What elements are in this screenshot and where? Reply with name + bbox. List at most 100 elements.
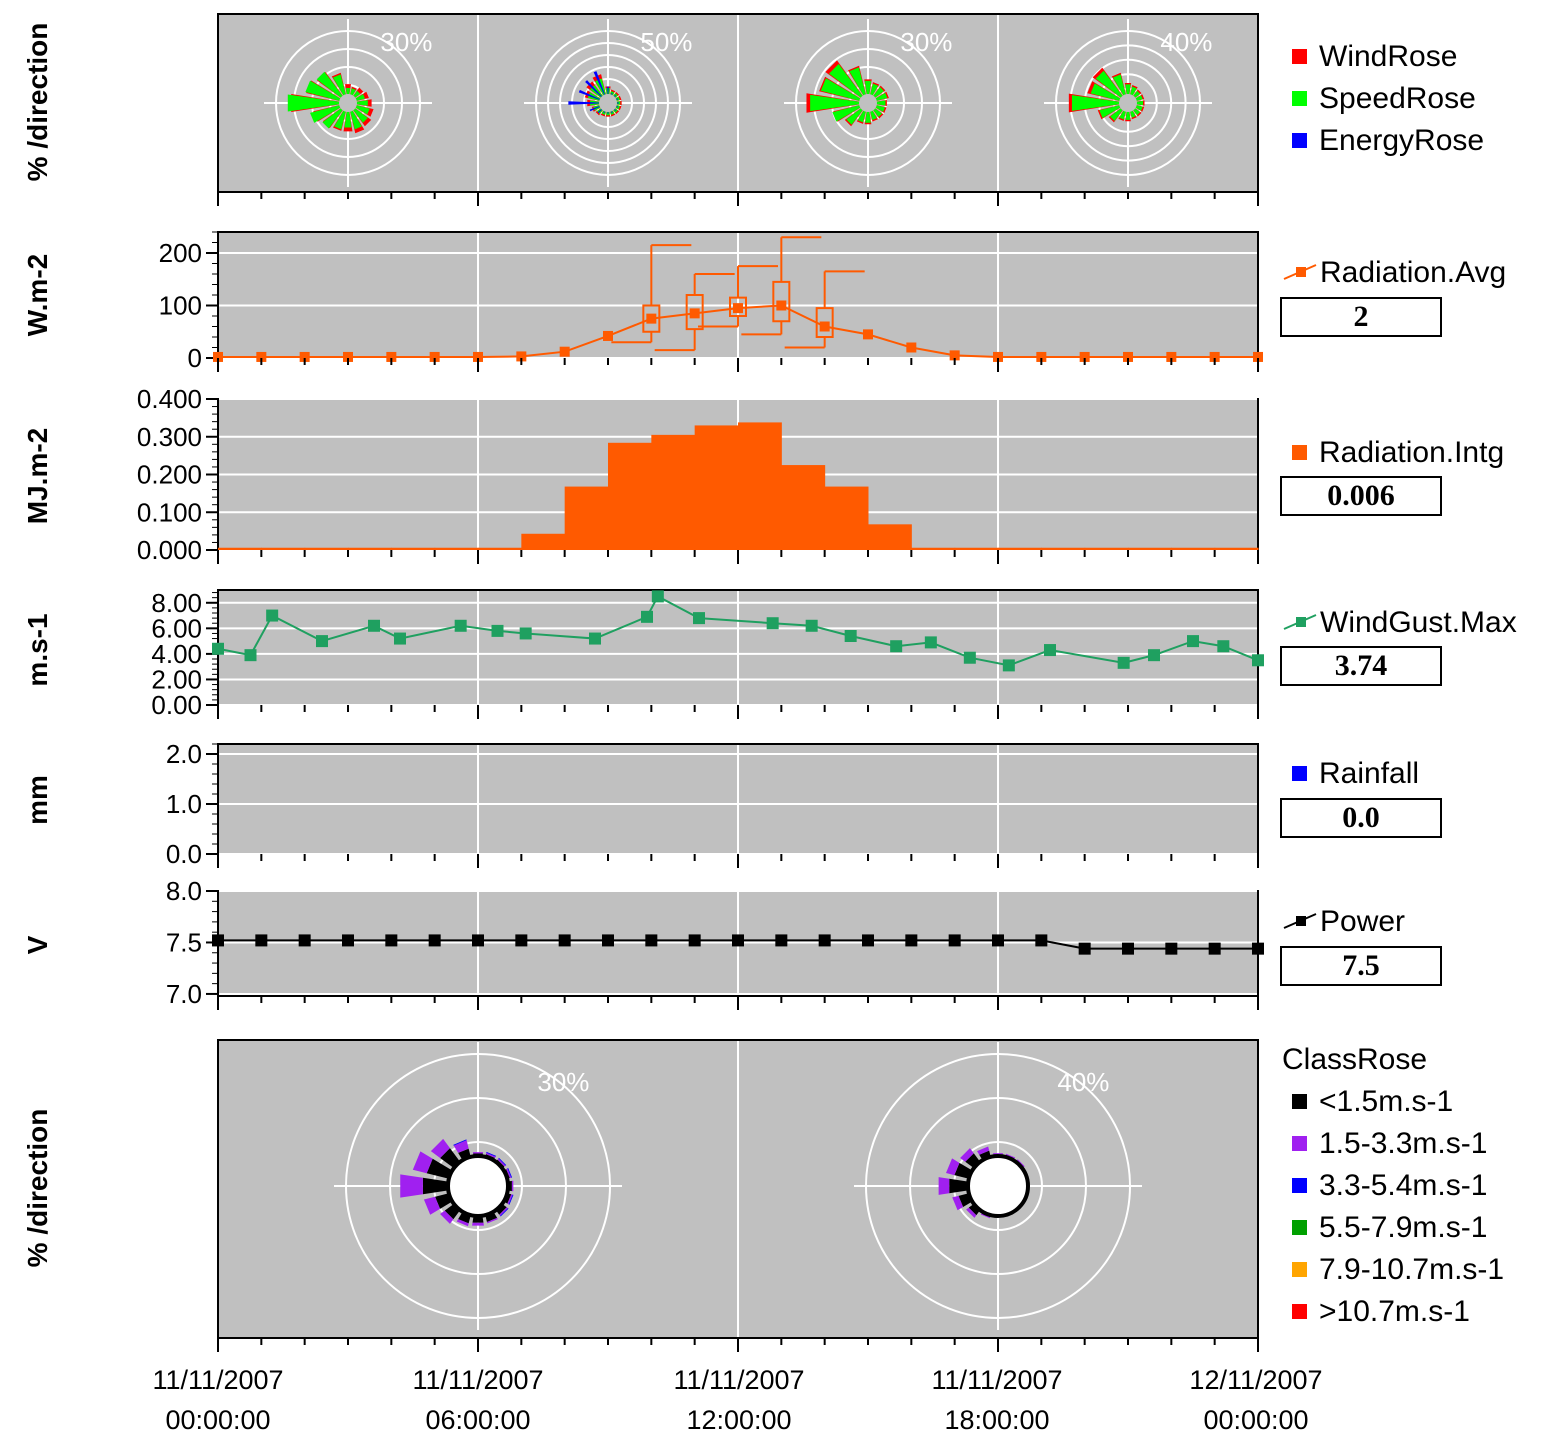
radiation-avg-point	[689, 308, 700, 319]
legend-radiation-intg-label: Radiation.Intg	[1319, 436, 1505, 469]
classrose-sector	[993, 1153, 1003, 1155]
radiation-intg-bar	[218, 547, 262, 550]
radiation-avg-point	[213, 351, 223, 362]
radiation-avg-line-swatch	[1283, 264, 1317, 280]
rose-calm-center	[859, 94, 877, 112]
classrose-sector	[435, 1193, 453, 1209]
speedrose-sector	[1125, 84, 1131, 96]
legend-rainfall-label: Rainfall	[1319, 757, 1420, 790]
windgust-point	[1252, 654, 1264, 667]
power-point	[645, 934, 658, 947]
radiation-intg-bar	[478, 547, 522, 550]
gust-y-tick-label: 0.00	[151, 690, 202, 720]
radiation-intg-bar	[608, 442, 652, 550]
classrose-sector	[508, 1194, 514, 1205]
energyrose-sector	[589, 105, 601, 112]
x-tick-time: 00:00:00	[165, 1405, 271, 1435]
x-tick-date: 12/11/2007	[1189, 1365, 1323, 1395]
windgust-point	[454, 619, 467, 632]
legend-speedrose-label: SpeedRose	[1319, 82, 1476, 115]
speedrose-sector	[875, 100, 886, 106]
radiation-intg-bar	[738, 422, 782, 550]
windgust-point	[519, 627, 532, 640]
class-0-swatch	[1292, 1093, 1307, 1109]
gust-y-tick-label: 6.00	[151, 613, 202, 643]
power-point	[862, 934, 874, 947]
rose2-1-scale-label: 40%	[1057, 1067, 1109, 1097]
radiation-intg-bar	[651, 434, 696, 550]
radiation-intg-bar	[694, 425, 739, 550]
windgust-point	[589, 632, 601, 645]
radiation-box	[772, 280, 791, 323]
x-tick-label: 11/11/2007 12:00:00	[639, 1360, 839, 1440]
speedrose-sector	[820, 78, 862, 101]
classrose-sector	[966, 1207, 977, 1218]
classrose-sector	[495, 1203, 507, 1215]
class-1-swatch	[1292, 1135, 1307, 1151]
x-tick-date: 11/11/2007	[412, 1365, 544, 1395]
classrose-calm-circle	[966, 1154, 1030, 1218]
x-tick-time: 00:00:00	[1203, 1405, 1309, 1435]
legend-power: Power	[1282, 905, 1405, 939]
gust-ylabel: m.s-1	[22, 613, 53, 687]
radiation-intg-swatch	[1292, 444, 1307, 460]
windgust-point	[266, 609, 279, 622]
radiation-avg-point	[473, 351, 483, 362]
radavg-y-tick-label: 0	[188, 343, 202, 373]
classrose-sector	[1005, 1153, 1016, 1159]
classrose-sector	[456, 1219, 469, 1227]
speedrose-sector	[872, 87, 884, 99]
speedrose-sector	[305, 80, 342, 101]
radiation-intg-bar	[1084, 547, 1129, 550]
legend-power-label: Power	[1320, 905, 1406, 938]
power-point	[905, 934, 918, 947]
power-point	[602, 934, 614, 947]
radavg-ylabel: W.m-2	[22, 253, 53, 337]
radiation-intg-bar	[911, 547, 956, 550]
classrose-sector	[968, 1203, 981, 1216]
windgust-point	[963, 651, 976, 664]
legend-windgust-label: WindGust.Max	[1320, 606, 1517, 639]
x-tick-label: 11/11/2007 06:00:00	[378, 1360, 578, 1440]
windgust-point	[641, 610, 653, 623]
legend-energyrose: EnergyRose	[1292, 124, 1484, 158]
legend-class-3: 5.5-7.9m.s-1	[1292, 1211, 1487, 1245]
classrose-sector	[498, 1157, 507, 1166]
rose-calm-center	[599, 94, 617, 112]
rose-calm-center	[1119, 94, 1137, 112]
rain-y-tick-label: 2.0	[166, 739, 202, 769]
rose1-1-scale-label: 50%	[640, 27, 692, 57]
windgust-point	[1187, 635, 1199, 648]
radiation-avg-point	[1079, 351, 1090, 362]
power-point	[385, 934, 398, 947]
classrose-sector	[511, 1180, 514, 1192]
radiation-avg-value: 2	[1280, 297, 1442, 337]
windgust-point	[1217, 640, 1230, 653]
speedrose-sector	[1134, 95, 1143, 101]
classrose-sector	[980, 1213, 991, 1219]
rose1-3-scale-label: 40%	[1160, 27, 1212, 57]
classrose-sector	[453, 1140, 469, 1153]
power-point	[298, 934, 311, 947]
radiation-avg-point	[819, 321, 830, 332]
radiation-avg-point	[1253, 351, 1263, 362]
energyrose-sector	[578, 89, 601, 101]
classrose-sector	[430, 1138, 450, 1158]
rose2-0-scale-label: 30%	[537, 1067, 589, 1097]
rain-ylabel: mm	[22, 775, 53, 825]
power-point	[1252, 942, 1264, 955]
x-tick-time: 12:00:00	[686, 1405, 792, 1435]
radiation-intg-bar	[1128, 547, 1172, 550]
classrose-sector	[507, 1194, 513, 1205]
radintg-ylabel: MJ.m-2	[22, 427, 53, 525]
radiation-avg-point	[949, 350, 960, 361]
radiation-avg-point	[516, 351, 527, 362]
legend-class-1: 1.5-3.3m.s-1	[1292, 1127, 1487, 1161]
rain-y-tick-label: 0.0	[166, 839, 202, 869]
speedrose-sector	[334, 109, 346, 130]
windgust-point	[1117, 656, 1130, 669]
radiation-intg-bar	[1214, 547, 1259, 550]
class-4-swatch	[1292, 1261, 1307, 1277]
classrose-sector	[453, 1139, 467, 1146]
